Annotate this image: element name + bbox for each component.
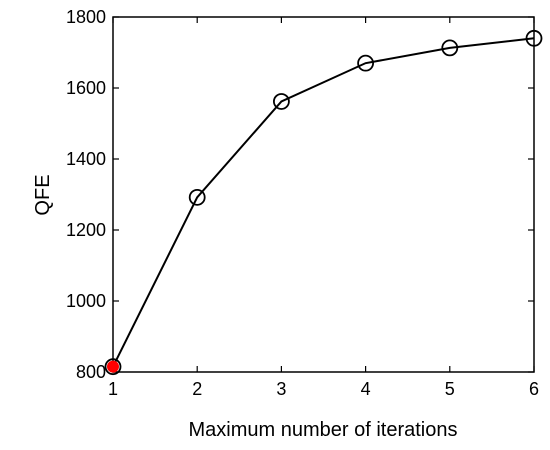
y-axis-ticks: 800 1000 1200 1400 1600 1800 (66, 7, 534, 382)
x-tick-label: 5 (445, 379, 455, 399)
data-point (104, 358, 122, 376)
series-points (104, 29, 543, 376)
y-tick-label: 1200 (66, 220, 106, 240)
y-tick-label: 800 (76, 362, 106, 382)
y-tick-label: 1400 (66, 149, 106, 169)
data-point (525, 29, 543, 47)
x-tick-label: 3 (276, 379, 286, 399)
plot-area (112, 16, 535, 373)
data-point (357, 54, 375, 72)
y-tick-label: 1600 (66, 78, 106, 98)
data-point (272, 93, 290, 110)
x-axis-label: Maximum number of iterations (189, 419, 458, 441)
data-point (441, 39, 459, 57)
y-axis-label: QFE (32, 174, 54, 215)
x-tick-label: 2 (192, 379, 202, 399)
y-tick-label: 1000 (66, 291, 106, 311)
x-tick-label: 6 (529, 379, 539, 399)
y-tick-label: 1800 (66, 7, 106, 27)
data-point (188, 188, 206, 206)
highlight-point (107, 360, 119, 373)
x-tick-label: 4 (361, 379, 371, 399)
series-line (112, 37, 535, 368)
x-tick-label: 1 (108, 379, 118, 399)
